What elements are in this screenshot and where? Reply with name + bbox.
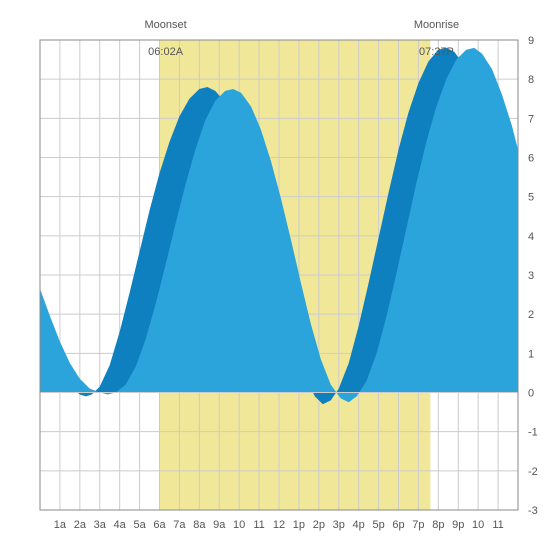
- x-tick-label: 10: [472, 519, 484, 531]
- y-tick-label: 8: [528, 74, 534, 86]
- x-tick-label: 7a: [173, 519, 186, 531]
- y-tick-label: 3: [528, 270, 534, 282]
- x-tick-label: 10: [233, 519, 245, 531]
- annotation-moonset-value: 06:02A: [148, 46, 183, 58]
- x-tick-label: 8a: [193, 519, 206, 531]
- annotation-moonrise-value: 07:37P: [419, 46, 454, 58]
- x-tick-label: 6p: [392, 519, 404, 531]
- y-tick-label: -3: [528, 505, 538, 517]
- x-tick-label: 3p: [333, 519, 345, 531]
- y-tick-label: 4: [528, 231, 534, 243]
- y-tick-label: -1: [528, 427, 538, 439]
- x-tick-label: 11: [492, 519, 503, 531]
- x-tick-label: 2a: [74, 519, 87, 531]
- x-tick-label: 11: [253, 519, 264, 531]
- x-tick-label: 5p: [372, 519, 384, 531]
- annotation-moonset-title: Moonset: [145, 19, 187, 31]
- x-tick-label: 9a: [213, 519, 226, 531]
- y-tick-label: 2: [528, 309, 534, 321]
- y-tick-label: 6: [528, 153, 534, 165]
- x-tick-label: 5a: [133, 519, 146, 531]
- annotation-moonset: Moonset 06:02A: [120, 6, 200, 72]
- annotation-moonrise: Moonrise 07:37P: [390, 6, 470, 72]
- x-tick-label: 1a: [54, 519, 67, 531]
- tide-chart: 1a2a3a4a5a6a7a8a9a1011121p2p3p4p5p6p7p8p…: [0, 0, 550, 550]
- x-tick-label: 2p: [313, 519, 325, 531]
- y-tick-label: 9: [528, 35, 534, 47]
- x-tick-label: 8p: [432, 519, 444, 531]
- x-tick-label: 7p: [412, 519, 424, 531]
- x-tick-label: 9p: [452, 519, 464, 531]
- y-tick-label: 7: [528, 113, 534, 125]
- x-tick-label: 1p: [293, 519, 305, 531]
- x-tick-label: 3a: [94, 519, 107, 531]
- y-tick-label: 1: [528, 348, 534, 360]
- x-tick-label: 12: [273, 519, 285, 531]
- x-tick-label: 4p: [353, 519, 365, 531]
- y-tick-label: 5: [528, 192, 534, 204]
- x-tick-label: 6a: [153, 519, 166, 531]
- y-tick-label: -2: [528, 466, 538, 478]
- y-tick-label: 0: [528, 388, 534, 400]
- chart-container: Moonset 06:02A Moonrise 07:37P 1a 2a 3a 4a 5…: [0, 0, 550, 550]
- annotation-moonrise-title: Moonrise: [414, 19, 459, 31]
- x-tick-label: 4a: [114, 519, 127, 531]
